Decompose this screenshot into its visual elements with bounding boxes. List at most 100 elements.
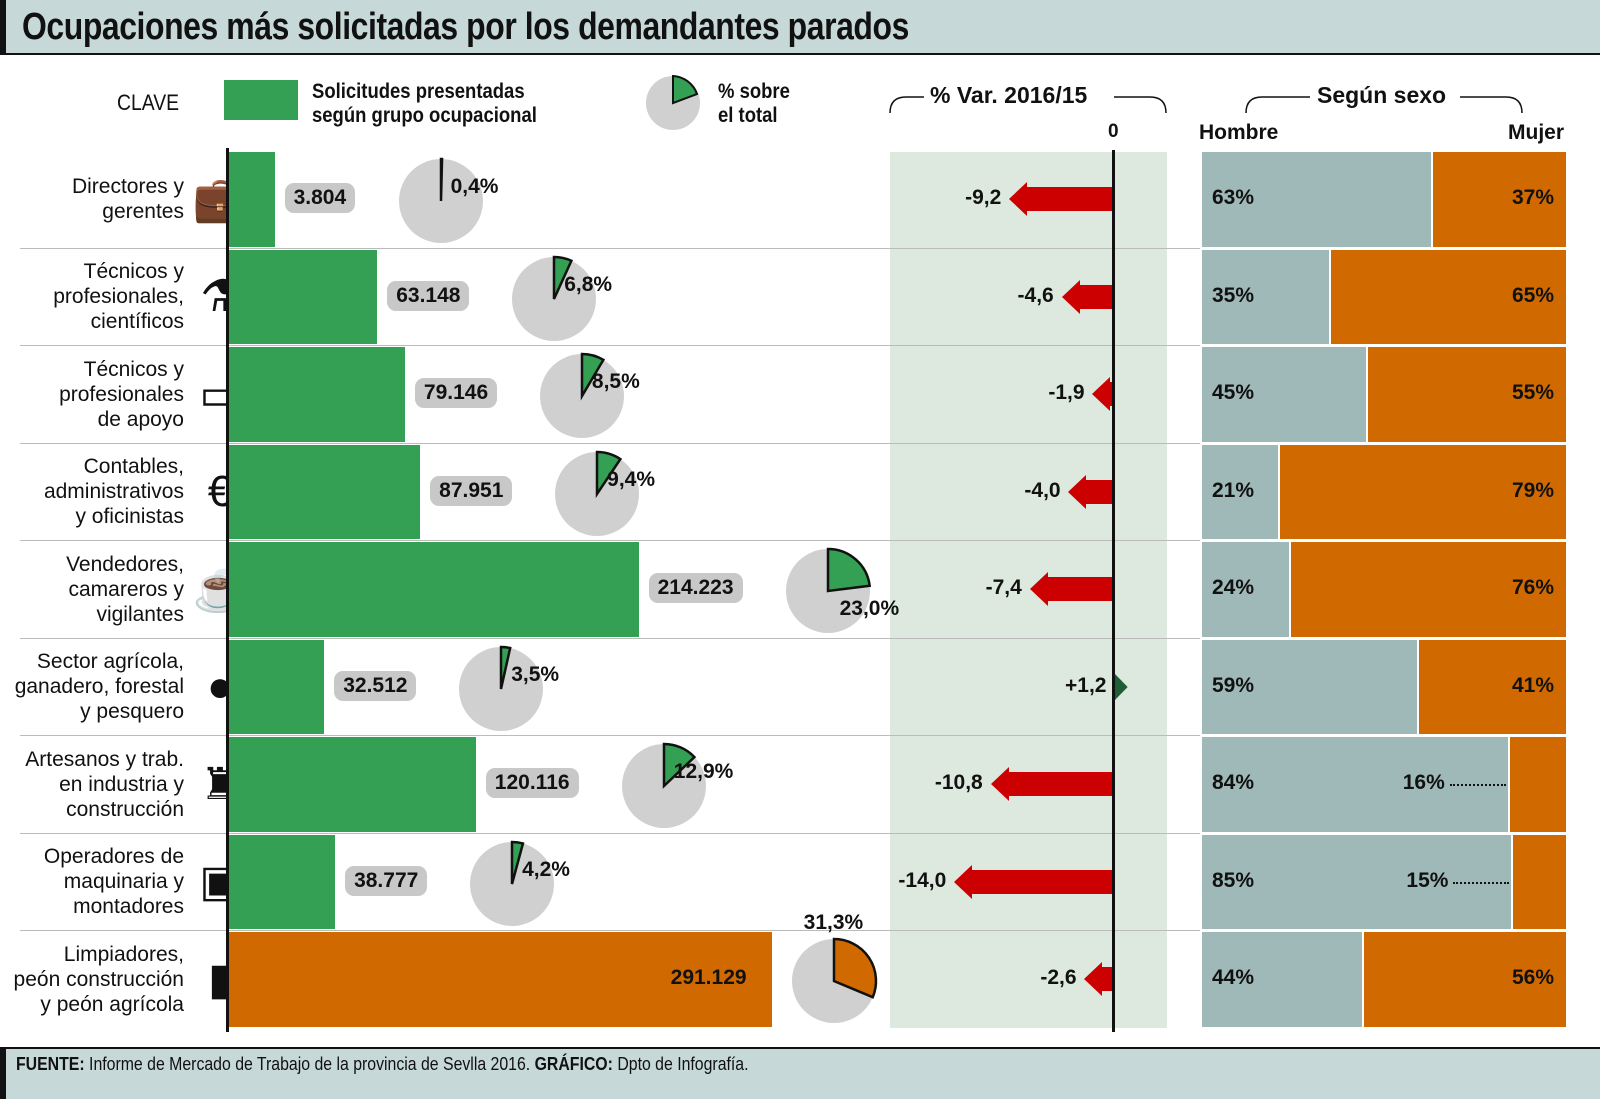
row-label-line: Vendedores, — [66, 552, 184, 576]
legend-pie-label-line1: % sobre — [718, 80, 790, 103]
hombre-segment — [1202, 347, 1366, 442]
legend-bar-swatch — [224, 80, 298, 120]
pie — [785, 547, 871, 634]
mujer-segment — [1364, 932, 1566, 1027]
var-label: -1,9 — [1048, 381, 1085, 405]
pct-label: 8,5% — [591, 370, 640, 394]
value-label: 79.146 — [414, 378, 498, 409]
pct-label: 0,4% — [450, 175, 499, 199]
row-separator — [20, 442, 1200, 444]
var-header-bracket — [889, 96, 1167, 114]
value-label: 120.116 — [485, 768, 579, 799]
pie — [555, 450, 640, 536]
row-label-line: Técnicos y — [83, 260, 184, 284]
pct-label: 4,2% — [522, 857, 570, 881]
var-arrow-negative — [1061, 279, 1114, 314]
row-label-line: Sector agrícola, — [36, 650, 184, 674]
pie — [621, 742, 706, 829]
bar — [228, 639, 325, 734]
row-separator — [20, 930, 1200, 931]
bar-axis-line — [226, 148, 229, 1032]
hombre-label: 35% — [1212, 283, 1255, 307]
row-label: Artesanos y trab. en industria y construcc… — [4, 747, 184, 822]
var-label: -9,2 — [965, 186, 1002, 210]
row-label-line: construcción — [66, 797, 184, 821]
pie-slice — [662, 742, 696, 790]
value-label: 63.148 — [387, 280, 470, 311]
hombre-segment — [1202, 152, 1432, 247]
pie — [470, 840, 555, 926]
pie — [398, 157, 483, 244]
pie-slice — [826, 547, 871, 593]
value-label: 32.512 — [334, 670, 417, 701]
var-arrow-negative — [990, 767, 1114, 802]
footer: FUENTE: Informe de Mercado de Trabajo de… — [0, 1047, 1600, 1099]
mujer-segment — [1280, 444, 1566, 539]
legend-bar-label-line2: según grupo ocupacional — [312, 104, 537, 127]
pie-slice — [580, 352, 606, 401]
row-label-line: peón construcción — [13, 967, 184, 991]
value-label: 38.777 — [345, 865, 428, 896]
row-label: Limpiadores, peón construcción y peón agrí… — [4, 942, 184, 1017]
mujer-segment — [1513, 834, 1566, 929]
pie-slice — [832, 937, 877, 1000]
row-label: Directores y gerentes — [4, 174, 184, 224]
mujer-label: 15% — [1406, 868, 1449, 892]
row-label-line: de apoyo — [97, 407, 184, 431]
pct-label: 23,0% — [839, 597, 900, 621]
var-label: -4,0 — [1024, 478, 1061, 502]
row-separator — [20, 637, 1200, 639]
var-zero-line — [1112, 150, 1115, 1032]
var-arrow-negative — [954, 864, 1114, 899]
legend-pie-label-line2: el total — [718, 104, 778, 127]
hombre-label: 85% — [1212, 868, 1255, 892]
var-arrow-negative — [1068, 474, 1114, 509]
pie-slice — [439, 157, 443, 202]
mujer-label: 37% — [1512, 186, 1555, 210]
row-label-line: en industria y — [59, 772, 184, 796]
legend-pie-swatch — [646, 74, 700, 130]
footer-text: FUENTE: Informe de Mercado de Trabajo de… — [16, 1054, 749, 1075]
value-label: 3.804 — [284, 183, 356, 214]
row-separator — [20, 735, 1200, 736]
bar — [228, 347, 405, 442]
mujer-label: 41% — [1512, 673, 1555, 697]
hombre-segment — [1202, 444, 1279, 539]
mujer-segment — [1367, 347, 1566, 442]
row-label-line: Artesanos y trab. — [25, 747, 184, 771]
pie — [512, 255, 597, 341]
pct-label: 3,5% — [511, 662, 560, 686]
row-label: Sector agrícola, ganadero, forestal y pesq… — [4, 649, 184, 724]
var-label: -10,8 — [934, 771, 983, 795]
row-label-line: Limpiadores, — [63, 942, 184, 966]
mujer-label: 55% — [1512, 381, 1555, 405]
legend-pie-label: % sobre el total — [718, 80, 790, 128]
row-label-line: ganadero, forestal — [14, 675, 184, 699]
row-label-line: administrativos — [43, 480, 184, 504]
hombre-label: 59% — [1212, 673, 1255, 697]
bar — [228, 834, 336, 929]
pie-slice — [595, 450, 623, 498]
mujer-segment — [1291, 542, 1566, 637]
title-bar — [0, 0, 1600, 55]
row-label-line: y peón agrícola — [40, 992, 184, 1016]
hombre-segment — [1202, 639, 1417, 734]
var-label: -2,6 — [1040, 966, 1077, 990]
pct-label: 6,8% — [564, 272, 613, 296]
mujer-leader-line — [1449, 784, 1506, 787]
row-label-line: camareros y — [68, 577, 184, 601]
var-arrow-negative — [1029, 572, 1114, 607]
sex-header-bracket — [1245, 96, 1523, 114]
row-separator — [20, 247, 1200, 249]
chart-title: Ocupaciones más solicitadas por los dema… — [22, 6, 909, 48]
row-label-line: gerentes — [102, 200, 184, 224]
hombre-segment — [1202, 542, 1290, 637]
sex-right-label: Mujer — [1508, 121, 1565, 144]
var-zero-label: 0 — [1108, 121, 1119, 142]
var-label: -4,6 — [1017, 283, 1054, 307]
hombre-label: 44% — [1212, 966, 1255, 990]
hombre-label: 63% — [1212, 186, 1255, 210]
mujer-segment — [1509, 737, 1566, 832]
var-arrow-positive — [1114, 672, 1128, 701]
var-header: % Var. 2016/15 — [930, 82, 1088, 108]
